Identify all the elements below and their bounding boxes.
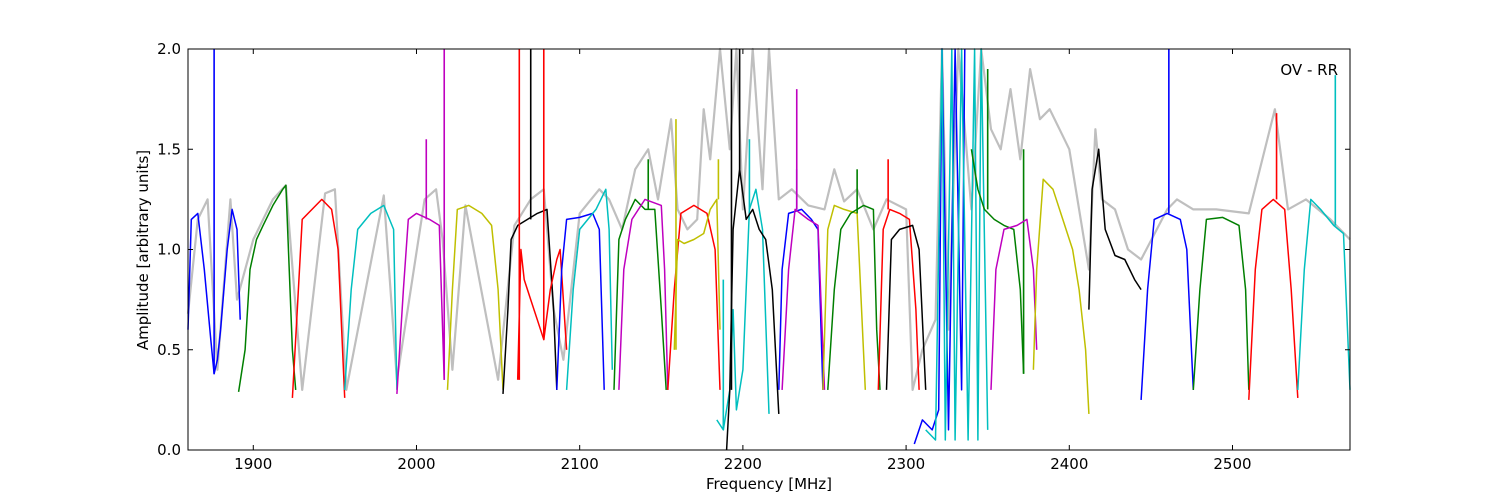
series-line-7 xyxy=(502,208,558,394)
series-line-10 xyxy=(565,188,614,390)
series-line-12 xyxy=(618,198,669,390)
series-line-31 xyxy=(1248,198,1299,400)
series-line-28 xyxy=(1088,148,1142,310)
series-line-25 xyxy=(970,149,1025,374)
y-tick-label-0: 0.0 xyxy=(157,441,181,459)
series-line-9 xyxy=(556,212,605,390)
series-line-14 xyxy=(673,198,721,350)
y-tick-label-4: 2.0 xyxy=(157,40,181,58)
series-line-30 xyxy=(1192,216,1250,390)
series-line-32 xyxy=(1297,198,1351,390)
y-tick-label-3: 1.5 xyxy=(157,140,181,158)
series-line-5 xyxy=(396,212,445,394)
series-line-1 xyxy=(187,208,241,375)
series-line-27 xyxy=(1032,178,1090,414)
series-layer xyxy=(187,48,1351,451)
series-line-29 xyxy=(1140,212,1195,400)
x-axis: 1900 2000 2100 2200 2300 2400 2500 xyxy=(234,49,1252,473)
chart-annotation: OV - RR xyxy=(1280,61,1338,79)
x-tick-label-5: 2400 xyxy=(1050,455,1088,473)
series-line-13 xyxy=(667,204,721,390)
series-line-6 xyxy=(446,204,504,390)
series-line-24 xyxy=(925,48,989,441)
series-line-21 xyxy=(877,208,920,390)
series-line-11 xyxy=(613,198,667,390)
plot-area xyxy=(188,49,1350,450)
x-tick-label-6: 2500 xyxy=(1213,455,1251,473)
series-line-8 xyxy=(516,248,568,380)
x-tick-label-2: 2100 xyxy=(561,455,599,473)
series-line-2 xyxy=(237,184,297,393)
series-line-26 xyxy=(990,218,1038,390)
y-axis-label: Amplitude [arbitrary units] xyxy=(134,150,152,350)
series-line-4 xyxy=(343,204,398,390)
x-tick-label-0: 1900 xyxy=(234,455,272,473)
x-axis-label: Frequency [MHz] xyxy=(706,475,832,493)
x-tick-label-1: 2000 xyxy=(397,455,435,473)
y-tick-label-2: 1.0 xyxy=(157,241,181,259)
y-axis: 0.0 0.5 1.0 1.5 2.0 xyxy=(157,40,1350,459)
series-line-22 xyxy=(885,224,927,390)
series-line-19 xyxy=(822,204,867,390)
y-tick-label-1: 0.5 xyxy=(157,341,181,359)
x-tick-label-4: 2300 xyxy=(887,455,925,473)
series-line-18 xyxy=(781,208,826,390)
x-tick-label-3: 2200 xyxy=(724,455,762,473)
series-line-3 xyxy=(291,198,346,398)
series-line-15 xyxy=(716,188,770,431)
